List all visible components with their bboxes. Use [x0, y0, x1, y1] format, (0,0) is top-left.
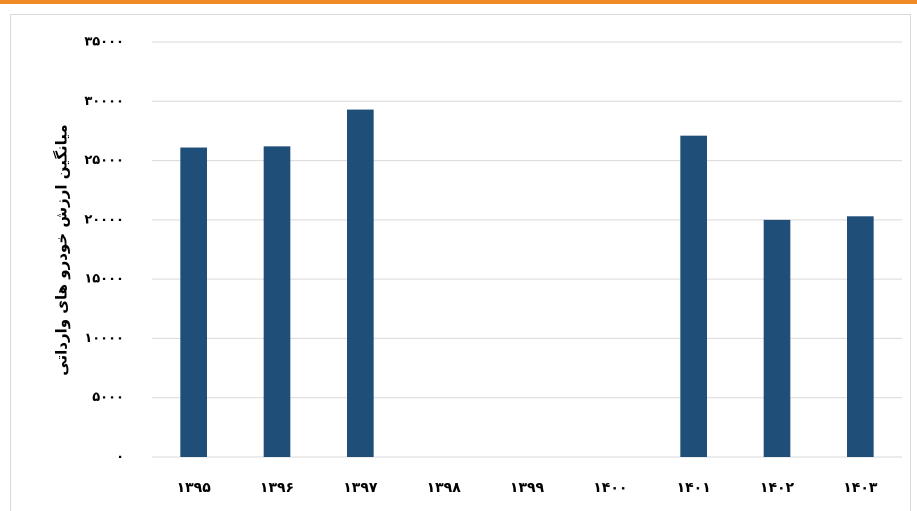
y-axis-label: میانگین ارزش خودرو های وارداتی: [53, 124, 71, 375]
x-tick-label: ۱۳۹۶: [260, 480, 294, 496]
bar: [847, 216, 874, 457]
y-tick-label: ۵۰۰۰: [92, 390, 124, 405]
bar: [180, 147, 207, 457]
x-tick-label: ۱۴۰۱: [677, 480, 711, 496]
top-accent: [0, 0, 917, 4]
y-tick-label: ۱۰۰۰۰: [84, 331, 124, 346]
y-tick-label: ۲۰۰۰۰: [84, 212, 124, 227]
y-tick-label: ۳۰۰۰۰: [84, 94, 124, 109]
y-tick-label: ۰: [116, 450, 124, 465]
x-tick-label: ۱۴۰۲: [760, 480, 795, 496]
y-tick-label: ۳۵۰۰۰: [84, 35, 124, 50]
x-tick-label: ۱۳۹۹: [510, 480, 545, 496]
x-tick-label: ۱۴۰۳: [843, 480, 878, 496]
y-tick-label: ۱۵۰۰۰: [84, 272, 124, 287]
bar: [680, 135, 707, 457]
x-tick-label: ۱۳۹۵: [177, 480, 212, 496]
x-tick-label: ۱۳۹۷: [343, 480, 378, 496]
x-tick-label: ۱۴۰۰: [593, 480, 627, 496]
bar: [263, 146, 291, 458]
bar: [763, 219, 791, 457]
chart-frame: [10, 14, 911, 511]
x-tick-label: ۱۳۹۸: [427, 480, 462, 496]
y-tick-label: ۲۵۰۰۰: [84, 153, 124, 168]
bar: [347, 109, 374, 457]
